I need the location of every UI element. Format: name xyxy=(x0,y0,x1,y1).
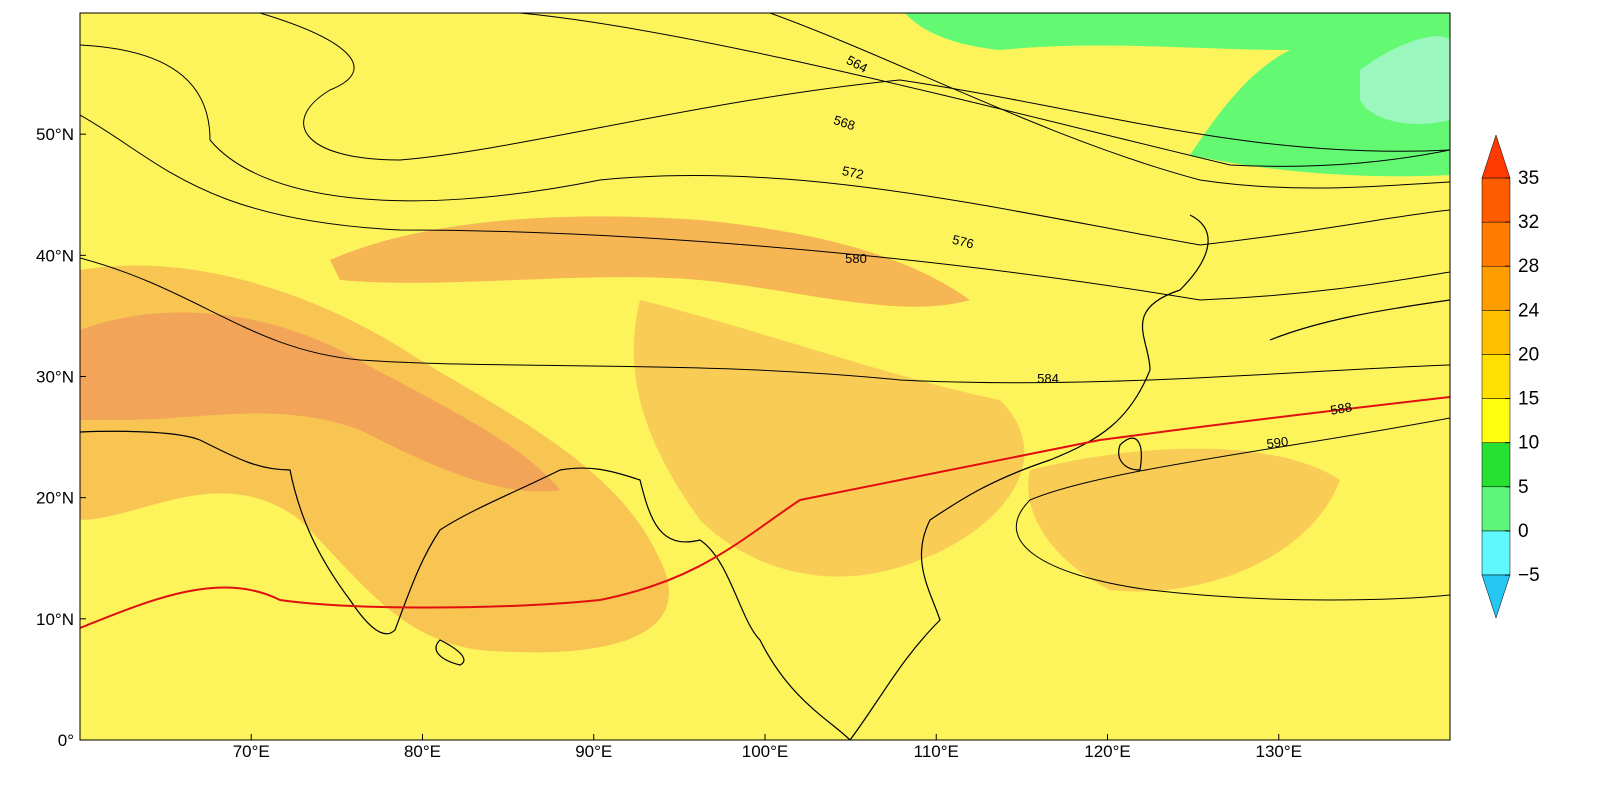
y-tick-label: 10°N xyxy=(36,610,74,629)
colorbar-segment xyxy=(1481,265,1511,311)
colorbar-segment xyxy=(1481,398,1511,443)
colorbar-label: −5 xyxy=(1518,565,1540,586)
map-field xyxy=(80,13,1450,740)
y-tick-label: 40°N xyxy=(36,246,74,265)
colorbar-segment xyxy=(1481,530,1511,576)
labels: 70°E 80°E 90°E 100°E 110°E 120°E 130°E 0° 10°N 20… xyxy=(36,52,1353,761)
hot-region xyxy=(80,312,560,492)
colorbar-over xyxy=(1481,134,1511,179)
colorbar-label: 35 xyxy=(1518,168,1539,189)
warm-region xyxy=(330,216,970,307)
x-tick-label: 130°E xyxy=(1255,742,1302,761)
contour-lines xyxy=(80,13,1450,601)
y-tick-label: 20°N xyxy=(36,489,74,508)
colorbar-segment xyxy=(1481,486,1511,532)
cool-region xyxy=(1360,36,1450,124)
colorbar-label: 10 xyxy=(1518,433,1539,454)
contour-label: 590 xyxy=(1266,434,1290,452)
y-tick-label: 0° xyxy=(58,731,74,750)
contour-label: 580 xyxy=(845,251,867,266)
colorbar: −5 0 5 10 15 20 24 28 32 35 xyxy=(1481,134,1540,619)
colorbar-under xyxy=(1481,574,1511,619)
y-tick-label: 50°N xyxy=(36,125,74,144)
contour-label: 588 xyxy=(1329,399,1353,418)
colorbar-label: 0 xyxy=(1518,521,1529,542)
contour-label: 584 xyxy=(1037,371,1059,386)
x-tick-label: 100°E xyxy=(742,742,789,761)
coastlines xyxy=(80,214,1450,740)
colorbar-segment xyxy=(1481,354,1511,399)
warm-region xyxy=(1028,448,1340,592)
cool-region xyxy=(905,13,1450,177)
contour-label: 572 xyxy=(841,163,865,182)
contour-label: 568 xyxy=(832,112,857,133)
contour-label: 576 xyxy=(951,232,976,252)
x-tick-label: 120°E xyxy=(1084,742,1131,761)
colorbar-label: 5 xyxy=(1518,477,1529,498)
x-tick-label: 80°E xyxy=(404,742,441,761)
y-tick-label: 30°N xyxy=(36,368,74,387)
colorbar-label: 24 xyxy=(1518,300,1540,321)
colorbar-segment xyxy=(1481,442,1511,488)
colorbar-segment xyxy=(1481,221,1511,267)
x-tick-label: 110°E xyxy=(914,742,959,761)
x-tick-label: 70°E xyxy=(233,742,270,761)
colorbar-label: 15 xyxy=(1518,389,1539,410)
colorbar-segment xyxy=(1481,310,1511,355)
colorbar-label: 28 xyxy=(1518,256,1539,277)
contour-588 xyxy=(80,396,1450,629)
colorbar-label: 20 xyxy=(1518,344,1539,365)
x-tick-label: 90°E xyxy=(575,742,612,761)
colorbar-label: 32 xyxy=(1518,212,1539,233)
colorbar-segment xyxy=(1481,177,1511,223)
